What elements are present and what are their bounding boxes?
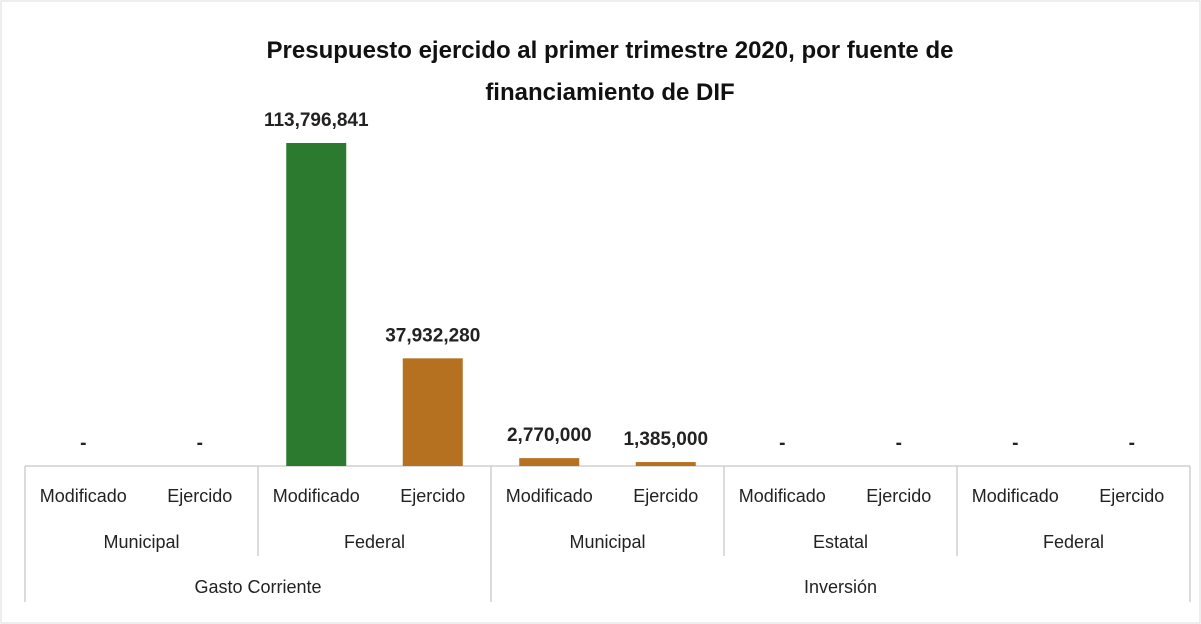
bar (402, 358, 463, 466)
value-label: 113,796,841 (264, 110, 369, 131)
category-label: Modificado (40, 486, 127, 506)
category-label: Ejercido (633, 486, 698, 506)
value-label: 1,385,000 (623, 429, 708, 450)
subgroup-label: Estatal (813, 532, 868, 552)
subgroup-label: Federal (344, 532, 405, 552)
subgroup-label: Municipal (103, 532, 179, 552)
value-label: - (80, 433, 86, 454)
value-label: - (896, 433, 902, 454)
subgroup-label: Federal (1043, 532, 1104, 552)
category-label: Ejercido (866, 486, 931, 506)
group-label: Gasto Corriente (194, 577, 321, 597)
category-label: Modificado (506, 486, 593, 506)
category-label: Modificado (972, 486, 1059, 506)
chart-title: Presupuesto ejercido al primer trimestre… (266, 37, 954, 106)
category-label: Ejercido (1099, 486, 1164, 506)
value-label: - (1012, 433, 1018, 454)
category-label: Ejercido (400, 486, 465, 506)
bar (519, 458, 580, 466)
value-label: 37,932,280 (385, 325, 480, 346)
bar (286, 143, 347, 466)
category-label: Ejercido (167, 486, 232, 506)
category-label: Modificado (273, 486, 360, 506)
group-label: Inversión (804, 577, 877, 597)
subgroup-label: Municipal (569, 532, 645, 552)
value-label: - (1129, 433, 1135, 454)
value-label: - (779, 433, 785, 454)
value-label: - (197, 433, 203, 454)
value-label: 2,770,000 (507, 425, 592, 446)
category-label: Modificado (739, 486, 826, 506)
bar (635, 462, 696, 466)
